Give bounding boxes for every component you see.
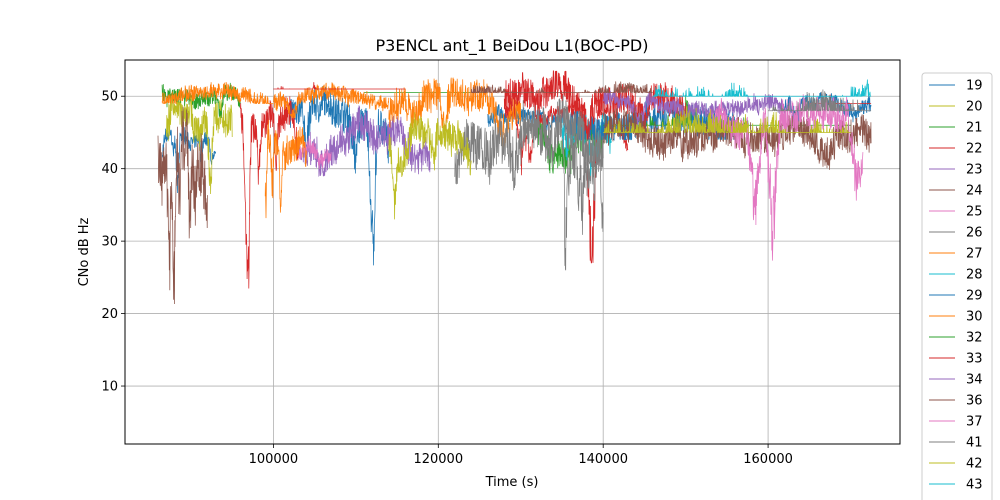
y-tick-label: 10 — [101, 380, 118, 395]
y-tick-label: 30 — [101, 235, 118, 250]
series-23-line — [297, 105, 431, 178]
legend-label: 26 — [966, 226, 983, 241]
legend-label: 41 — [966, 436, 983, 451]
x-tick-label: 140000 — [578, 452, 628, 467]
series-43-line — [652, 79, 872, 97]
x-tick-label: 160000 — [743, 452, 793, 467]
legend-label: 30 — [966, 310, 983, 325]
legend-label: 20 — [966, 100, 983, 115]
series-30-line — [388, 77, 522, 150]
y-tick-label: 20 — [101, 307, 118, 322]
legend-label: 21 — [966, 121, 983, 136]
legend-label: 27 — [966, 247, 983, 262]
axis-ticks: 100000 120000 140000 160000 10 20 30 40 50 — [101, 90, 792, 467]
series-34-line — [602, 88, 785, 126]
legend-label: 25 — [966, 205, 983, 220]
legend-label: 29 — [966, 289, 983, 304]
series-26-line — [561, 127, 604, 271]
series-27-line — [264, 119, 307, 219]
series-20-line — [165, 90, 233, 195]
legend-label: 42 — [966, 457, 983, 472]
legend-label: 24 — [966, 184, 983, 199]
x-tick-label: 100000 — [249, 452, 299, 467]
series-24-line — [157, 106, 208, 305]
chart-title: P3ENCL ant_1 BeiDou L1(BOC-PD) — [376, 36, 649, 56]
legend-label: 19 — [966, 79, 983, 94]
legend-label: 32 — [966, 331, 983, 346]
legend-label: 33 — [966, 352, 983, 367]
y-tick-label: 50 — [101, 90, 118, 105]
series-42-line — [603, 105, 851, 134]
legend-frame — [921, 72, 993, 500]
legend-label: 28 — [966, 268, 983, 283]
series-lines — [157, 70, 872, 305]
legend: 19 20 21 22 23 24 25 26 27 28 29 30 32 33 34 36 37 41 42 43 — [921, 72, 993, 500]
y-axis-title: CNo dB Hz — [77, 217, 92, 286]
legend-label: 43 — [966, 478, 983, 493]
x-tick-label: 120000 — [413, 452, 463, 467]
series-19-line — [161, 127, 217, 194]
series-42-line — [388, 112, 472, 220]
series-41-line — [768, 89, 872, 112]
y-tick-label: 40 — [101, 162, 118, 177]
x-axis-title: Time (s) — [485, 475, 539, 490]
series-30-line — [161, 81, 274, 105]
legend-label: 37 — [966, 415, 983, 430]
series-41-line — [454, 94, 604, 191]
series-33-line — [273, 82, 406, 90]
legend-label: 34 — [966, 373, 983, 388]
legend-label: 36 — [966, 394, 983, 409]
legend-label: 22 — [966, 142, 983, 157]
legend-label: 23 — [966, 163, 983, 178]
series-30-line — [273, 82, 390, 119]
plot-frame — [124, 59, 901, 445]
series-36-line — [470, 81, 653, 94]
